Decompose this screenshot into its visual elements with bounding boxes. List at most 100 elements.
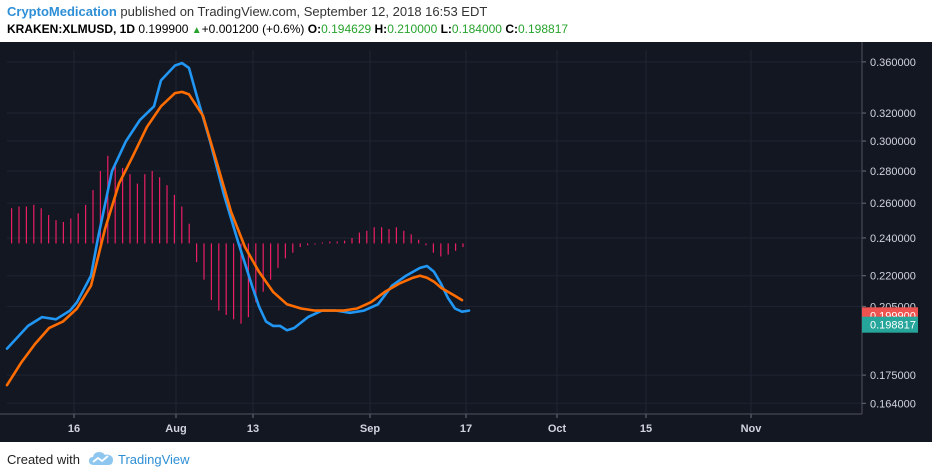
histogram-bar <box>307 243 309 246</box>
histogram-bar <box>188 223 190 244</box>
price-tick-label: 0.240000 <box>870 233 916 245</box>
close-price-badge-label: 0.198817 <box>870 320 916 332</box>
price-chart[interactable]: 0.360000 0.320000 0.300000 0.280000 0.260000… <box>0 42 932 442</box>
histogram-bar <box>255 243 257 303</box>
grid-lines <box>7 50 862 414</box>
histogram-bar <box>107 155 109 244</box>
histogram-bar <box>299 243 301 248</box>
created-with-label: Created with <box>7 452 80 467</box>
histogram-bar <box>233 243 235 320</box>
ma-lines <box>5 61 471 387</box>
histogram-bar <box>418 239 420 244</box>
histogram-bar <box>144 174 146 244</box>
footer: Created with TradingView <box>0 442 932 476</box>
histogram-bar <box>381 227 383 244</box>
low-value: 0.184000 <box>451 22 502 36</box>
histogram-bar <box>159 177 161 244</box>
histogram-bar <box>358 232 360 244</box>
publish-line: CryptoMedication published on TradingVie… <box>7 4 487 19</box>
histogram-bar <box>351 237 353 244</box>
histogram-bar <box>432 243 434 253</box>
histogram-bar <box>403 230 405 244</box>
chart-header: CryptoMedication published on TradingVie… <box>0 0 932 42</box>
tradingview-brand[interactable]: TradingView <box>118 452 190 467</box>
histogram-bar <box>48 215 50 244</box>
price-tick-label: 0.360000 <box>870 57 916 69</box>
high-value: 0.210000 <box>387 22 438 36</box>
histogram-bar <box>388 228 390 244</box>
histogram-bar <box>166 185 168 244</box>
histogram-bar <box>70 218 72 244</box>
histogram-bar <box>373 227 375 244</box>
histogram-bar <box>203 243 205 280</box>
time-tick-label: Oct <box>548 423 567 435</box>
histogram-bar <box>447 243 449 255</box>
histogram-bar <box>151 171 153 244</box>
price-tick-label: 0.220000 <box>870 271 916 283</box>
histogram-bar <box>321 242 323 244</box>
price-tick-label: 0.300000 <box>870 136 916 148</box>
histogram-bar <box>136 183 138 244</box>
histogram-bar <box>277 243 279 268</box>
close-label: C: <box>505 22 518 36</box>
price-tick-label: 0.164000 <box>870 398 916 410</box>
low-label: L: <box>440 22 452 36</box>
time-tick-label: 16 <box>68 423 80 435</box>
time-tick-label: 17 <box>460 423 472 435</box>
histogram-bar <box>18 206 20 244</box>
histogram-bar <box>173 194 175 244</box>
histogram-bar <box>11 208 13 244</box>
histogram-bar <box>329 241 331 244</box>
histogram-bar <box>425 243 427 246</box>
histogram-bar <box>240 243 242 324</box>
close-value: 0.198817 <box>518 22 569 36</box>
price-tick-label: 0.280000 <box>870 166 916 178</box>
open-value: 0.194629 <box>321 22 372 36</box>
histogram-bar <box>77 213 79 244</box>
histogram-bar <box>225 243 227 315</box>
histogram-bar <box>395 227 397 244</box>
histogram-bar <box>210 243 212 301</box>
price-tick-label: 0.260000 <box>870 198 916 210</box>
tradingview-cloud-icon <box>89 452 113 465</box>
histogram-bar <box>85 204 87 244</box>
histogram <box>11 155 464 324</box>
up-arrow-icon: ▲ <box>191 25 202 36</box>
price-tick-label: 0.320000 <box>870 108 916 120</box>
histogram-bar <box>40 208 42 244</box>
histogram-bar <box>247 243 249 318</box>
histogram-bar <box>462 243 464 248</box>
histogram-bar <box>25 206 27 244</box>
histogram-bar <box>314 243 316 245</box>
histogram-bar <box>129 174 131 244</box>
histogram-bar <box>284 243 286 259</box>
time-axis[interactable]: 16 Aug 13 Sep 17 Oct 15 Nov <box>0 413 862 435</box>
symbol-label: KRAKEN:XLMUSD, 1D <box>7 22 136 36</box>
published-text: published on TradingView.com, September … <box>120 4 488 19</box>
histogram-bar <box>336 241 338 244</box>
time-tick-label: Aug <box>165 423 186 435</box>
histogram-bar <box>55 220 57 244</box>
price-tick-label: 0.175000 <box>870 370 916 382</box>
slow-ma-line <box>5 90 464 387</box>
chart-area[interactable]: 0.360000 0.320000 0.300000 0.280000 0.260000… <box>0 42 932 442</box>
ohlc-legend: KRAKEN:XLMUSD, 1D 0.199900 ▲+0.001200 (+… <box>7 22 568 36</box>
histogram-bar <box>292 243 294 253</box>
open-label: O: <box>307 22 322 36</box>
histogram-bar <box>196 243 198 263</box>
time-tick-label: Nov <box>741 423 763 435</box>
close-price-badge <box>862 316 918 333</box>
histogram-bar <box>33 204 35 244</box>
histogram-bar <box>218 243 220 311</box>
high-label: H: <box>374 22 388 36</box>
histogram-bar <box>344 240 346 244</box>
author-link[interactable]: CryptoMedication <box>7 4 117 19</box>
histogram-bar <box>366 230 368 244</box>
histogram-bar <box>99 171 101 244</box>
time-tick-label: 13 <box>247 423 259 435</box>
histogram-bar <box>410 234 412 244</box>
price-change: +0.001200 (+0.6%) <box>201 22 305 36</box>
histogram-bar <box>181 206 183 244</box>
histogram-bar <box>92 190 94 244</box>
